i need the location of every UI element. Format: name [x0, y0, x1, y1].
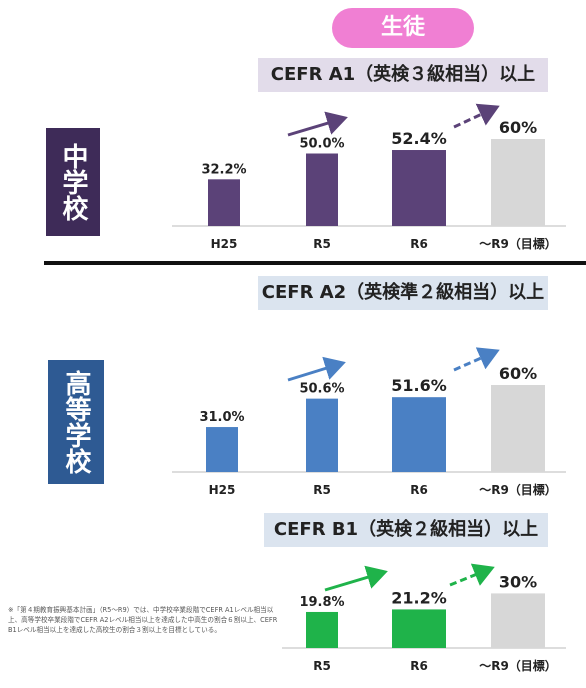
section-divider: [44, 261, 586, 265]
junior-high-label: 中学校: [46, 128, 100, 236]
student-header-pill: 生徒: [332, 8, 474, 48]
chart2-title: CEFR A2（英検準２級相当）以上: [258, 276, 548, 310]
chart3-trend-arrow-1: [324, 565, 388, 592]
chart1-bar-3: [392, 150, 446, 226]
chart1-data-label-4: 60%: [499, 118, 537, 137]
chart1-category-label-2: R5: [313, 237, 331, 251]
chart2-bar-1: [206, 427, 238, 472]
chart1-category-label-3: R6: [410, 237, 428, 251]
chart1-category-label-1: H25: [211, 237, 238, 251]
chart2-bar-2: [306, 398, 338, 472]
high-school-label: 高等学校: [48, 360, 104, 484]
chart3-category-label-1: R5: [313, 659, 331, 673]
chart3-data-label-1: 19.8%: [299, 595, 344, 610]
chart1-data-label-2: 50.0%: [299, 137, 344, 152]
chart3-category-label-3: ～R9（目標）: [479, 658, 557, 673]
footnote: ※「第４期教育振興基本計画」（R5～R9）では、中学校卒業段階でCEFR A1レ…: [8, 606, 278, 634]
chart2-data-label-1: 31.0%: [199, 410, 244, 425]
chart2-bar-4: [491, 385, 545, 472]
chart2-category-label-1: H25: [209, 483, 236, 497]
chart2-data-label-4: 60%: [499, 364, 537, 383]
chart3-data-label-2: 21.2%: [391, 588, 447, 607]
chart1-title: CEFR A1（英検３級相当）以上: [258, 58, 548, 92]
chart3-category-label-2: R6: [410, 659, 428, 673]
chart1-bar-4: [491, 139, 545, 226]
chart1-category-label-4: ～R9（目標）: [479, 236, 557, 251]
chart1-trend-arrow-1: [287, 111, 348, 137]
chart2-category-label-3: R6: [410, 483, 428, 497]
chart1-bar-1: [208, 179, 240, 226]
chart3-bar-3: [491, 593, 545, 648]
chart1-data-label-3: 52.4%: [391, 129, 447, 148]
chart3-title: CEFR B1（英検２級相当）以上: [264, 513, 548, 547]
chart2-trend-arrow-1: [287, 356, 346, 382]
chart3-trend-arrow-2: [449, 563, 495, 587]
chart1-trend-arrow-2: [453, 103, 500, 129]
chart1-bar-2: [306, 153, 338, 226]
chart1-data-label-1: 32.2%: [201, 162, 246, 177]
chart3-bar-1: [306, 611, 338, 648]
chart2-trend-arrow-2: [453, 347, 500, 372]
chart2-category-label-2: R5: [313, 483, 331, 497]
chart2-data-label-3: 51.6%: [391, 376, 447, 395]
chart3-data-label-3: 30%: [499, 572, 537, 591]
chart2-data-label-2: 50.6%: [299, 382, 344, 397]
chart2-bar-3: [392, 397, 446, 472]
chart3-bar-2: [392, 609, 446, 648]
chart2-category-label-4: ～R9（目標）: [479, 482, 557, 497]
